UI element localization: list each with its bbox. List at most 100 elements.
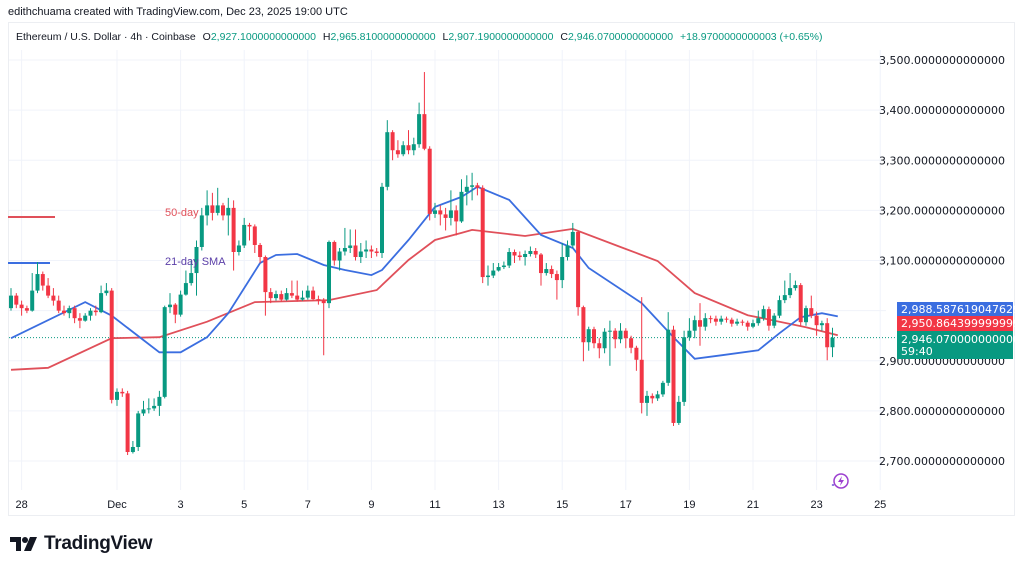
candle — [708, 315, 713, 324]
candle-body — [645, 395, 649, 403]
candle-body — [819, 323, 824, 326]
candle — [109, 288, 114, 404]
candle-body — [199, 215, 204, 247]
candle — [136, 410, 141, 452]
date-tick-label: 15 — [556, 499, 568, 511]
candle-body — [205, 205, 210, 216]
candle — [560, 242, 565, 289]
candle-body — [804, 308, 808, 323]
candle-body — [136, 413, 141, 448]
candle-body — [274, 294, 278, 299]
candle — [539, 253, 543, 286]
candle-body — [565, 245, 570, 258]
candle — [676, 395, 681, 425]
candle — [88, 308, 93, 321]
candle — [311, 286, 316, 301]
candle-body — [496, 267, 501, 271]
grid — [9, 50, 886, 490]
candle-body — [607, 330, 612, 332]
candle — [146, 398, 151, 414]
candle — [735, 318, 740, 326]
candle-body — [268, 292, 273, 299]
candle — [99, 285, 104, 314]
candle — [782, 280, 787, 304]
date-tick-label: 23 — [810, 499, 822, 511]
candle-body — [337, 251, 342, 261]
candle-body — [279, 294, 284, 300]
date-tick-label: 3 — [178, 499, 184, 511]
candle — [645, 390, 649, 416]
candle — [40, 271, 45, 291]
candle — [777, 295, 782, 319]
candle-body — [56, 300, 61, 311]
candle — [592, 326, 596, 349]
candle — [46, 278, 51, 299]
candle — [618, 323, 623, 344]
candle — [411, 137, 416, 156]
candle-body — [777, 300, 782, 316]
candle — [464, 175, 469, 206]
candle — [486, 265, 490, 286]
candle-body — [358, 251, 363, 258]
tradingview-logo-icon — [10, 537, 37, 551]
sma50-line — [10, 227, 839, 371]
candle-body — [104, 290, 109, 294]
logo-text: TradingView — [44, 533, 153, 554]
candle-body — [332, 241, 337, 261]
candle — [427, 146, 432, 221]
candle — [401, 141, 406, 157]
candle-body — [173, 304, 178, 315]
candle-body — [252, 226, 257, 245]
candle-body — [713, 318, 718, 322]
candle-body — [411, 144, 416, 151]
candle — [438, 205, 443, 226]
price-tick-label: 3,200.0000000000000 — [879, 204, 1005, 217]
candle — [756, 310, 761, 326]
candle — [374, 247, 379, 257]
candle-body — [194, 246, 199, 274]
chart-credit: edithchuama created with TradingView.com… — [8, 6, 348, 18]
date-tick-label: 5 — [241, 499, 247, 511]
candle-body — [634, 347, 639, 360]
date-tick-label: 13 — [492, 499, 504, 511]
candle-body — [613, 330, 618, 340]
candle — [597, 338, 602, 359]
candle-body — [109, 290, 114, 400]
candle-body — [655, 394, 660, 399]
candle-body — [539, 254, 543, 274]
high-label: H — [322, 31, 331, 43]
bar-countdown: 59:40 — [901, 345, 933, 358]
candle — [501, 261, 506, 270]
low-label: L — [442, 31, 449, 43]
price-tick-label: 3,100.0000000000000 — [879, 255, 1005, 268]
candle — [24, 305, 29, 314]
candle — [358, 242, 363, 264]
candle-body — [146, 408, 151, 410]
candle-body — [141, 409, 146, 414]
candle-body — [390, 132, 395, 151]
open-value: 2,927.1000000000000 — [210, 31, 316, 43]
candle — [284, 288, 289, 301]
candle-body — [226, 207, 231, 216]
candle-body — [809, 308, 814, 316]
candle — [491, 263, 496, 279]
candle-body — [671, 329, 676, 423]
candle — [9, 288, 13, 311]
candle — [56, 295, 61, 314]
candle-body — [729, 319, 734, 324]
candle — [740, 319, 745, 326]
candle-body — [168, 304, 172, 308]
candle — [671, 325, 676, 426]
candle-body — [348, 245, 353, 248]
symbol-name[interactable]: Ethereum / U.S. Dollar · 4h · Coinbase — [16, 31, 196, 43]
lightning-icon[interactable] — [831, 473, 849, 489]
tradingview-logo[interactable]: TradingView — [10, 533, 153, 555]
candle-body — [486, 275, 490, 278]
candle — [380, 182, 384, 259]
high-value: 2,965.8100000000000 — [330, 31, 436, 43]
candle-body — [798, 285, 803, 323]
candle — [342, 227, 347, 256]
candle-body — [459, 191, 464, 222]
candle — [655, 390, 660, 401]
